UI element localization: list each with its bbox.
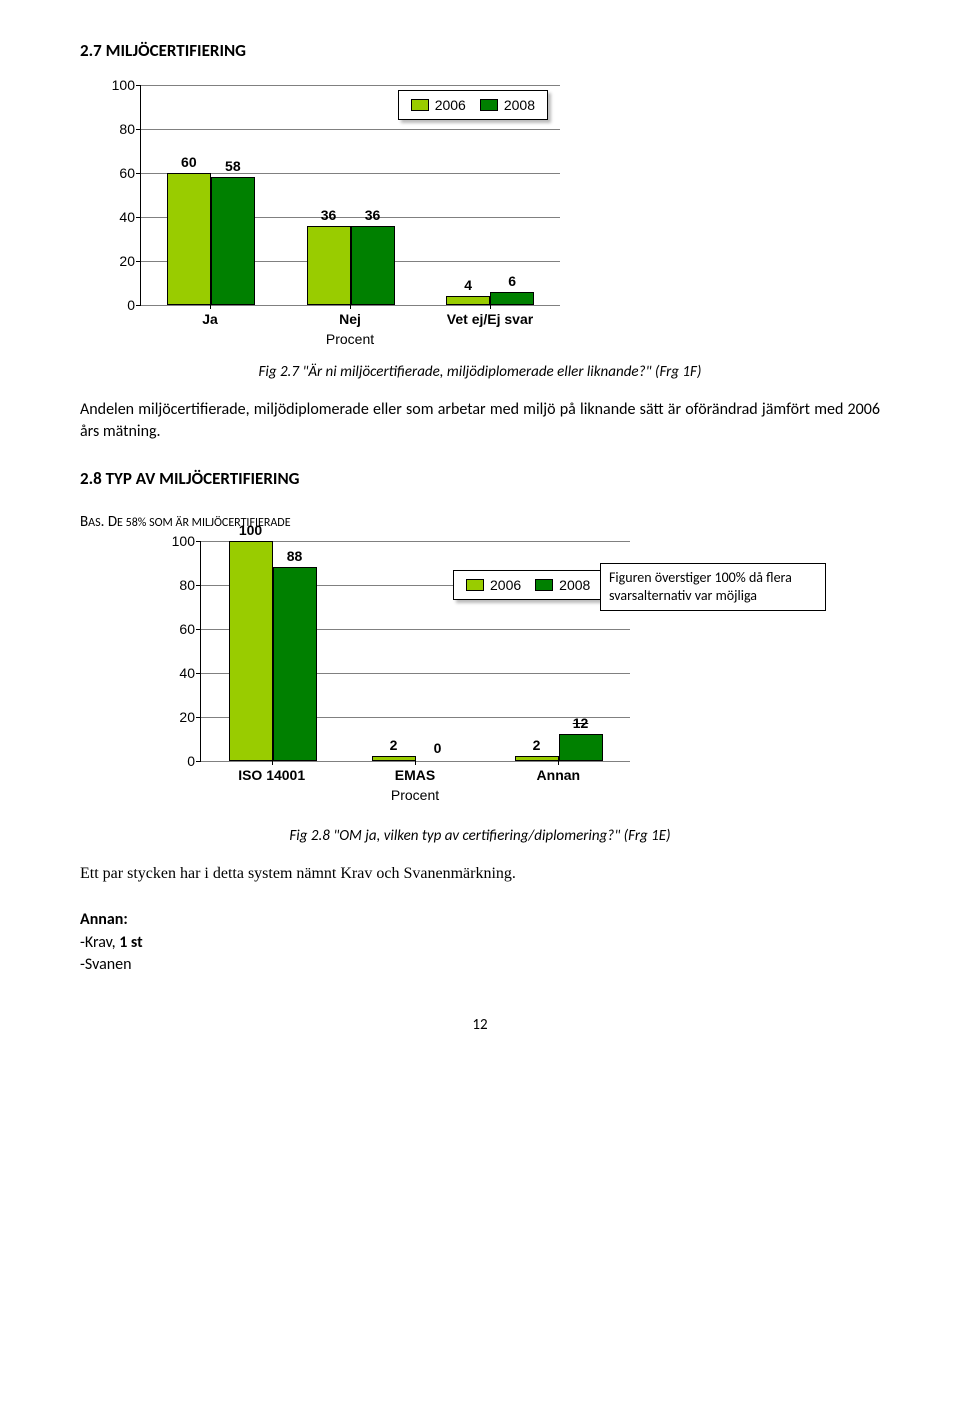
sub-rest: 58% SOM ÄR MILJÖCERTIFIERADE [123, 516, 291, 530]
x-tick-mark [210, 304, 211, 309]
section-2-8-subheading: BAS. DE 58% SOM ÄR MILJÖCERTIFIERADE [80, 513, 880, 531]
bar: 60 [167, 173, 211, 305]
x-tick-mark [350, 304, 351, 309]
x-tick-mark [272, 760, 273, 765]
bar: 12 [559, 734, 603, 760]
x-tick-label: Nej [280, 305, 420, 327]
bar: 6 [490, 292, 534, 305]
y-tick-label: 0 [163, 753, 195, 769]
bar: 36 [351, 226, 395, 305]
x-tick-label: EMAS [343, 761, 486, 783]
chart-2-7-container: 020406080100605836364620062008 JaNejVet … [140, 85, 560, 347]
x-tick-label: Annan [487, 761, 630, 783]
x-tick-label: Vet ej/Ej svar [420, 305, 560, 327]
bar-value-label: 36 [365, 207, 381, 223]
legend-item: 2006 [411, 97, 466, 113]
chart-legend: 2006 2008 [398, 90, 548, 120]
y-tick-label: 20 [163, 709, 195, 725]
bar-value-label: 2 [533, 737, 541, 753]
bar-value-label: 4 [464, 277, 472, 293]
bar-value-label: 2 [390, 737, 398, 753]
bar: 36 [307, 226, 351, 305]
paragraph-2-8: Ett par stycken har i detta system nämnt… [80, 863, 880, 885]
bar: 88 [273, 567, 317, 761]
legend-label: 2006 [435, 97, 466, 113]
chart-2-8: 020406080100100882021220062008 [200, 541, 630, 761]
legend-item: 2008 [480, 97, 535, 113]
annan-bold: 1 st [119, 933, 142, 952]
bar-value-label: 12 [573, 715, 589, 731]
x-tick-label: ISO 14001 [200, 761, 343, 783]
legend-label: 2006 [490, 577, 521, 593]
legend-swatch [466, 579, 484, 591]
x-tick-mark [415, 760, 416, 765]
caption-2-7: Fig 2.7 "Är ni miljöcertifierade, miljöd… [80, 363, 880, 381]
annan-label: Annan: [80, 909, 880, 931]
annan-item-1: -Svanen [80, 954, 880, 976]
bar-value-label: 6 [508, 273, 516, 289]
bar-value-label: 0 [434, 740, 442, 756]
legend-item: 2008 [535, 577, 590, 593]
y-tick-label: 0 [103, 297, 135, 313]
bar: 58 [211, 177, 255, 305]
bar-value-label: 100 [239, 522, 262, 538]
chart-2-8-container: 020406080100100882021220062008 ISO 14001… [200, 541, 630, 803]
y-tick-label: 100 [103, 77, 135, 93]
annan-block: Annan: -Krav, 1 st -Svanen [80, 909, 880, 976]
chart-2-7: 020406080100605836364620062008 [140, 85, 560, 305]
bar: 4 [446, 296, 490, 305]
chart-2-7-xlabels: JaNejVet ej/Ej svar [140, 305, 560, 327]
legend-label: 2008 [559, 577, 590, 593]
page-number: 12 [80, 1016, 880, 1034]
y-tick-label: 40 [163, 665, 195, 681]
chart-legend: 2006 2008 [453, 570, 603, 600]
bar-group: 6058 [141, 86, 281, 305]
bar-value-label: 36 [321, 207, 337, 223]
y-tick-label: 80 [163, 577, 195, 593]
chart-2-8-xlabels: ISO 14001EMASAnnan [200, 761, 630, 783]
bar: 100 [229, 541, 273, 761]
chart-2-8-note: Figuren överstiger 100% då flera svarsal… [600, 563, 826, 611]
legend-swatch [411, 99, 429, 111]
y-tick-label: 80 [103, 121, 135, 137]
legend-swatch [480, 99, 498, 111]
y-tick-label: 60 [163, 621, 195, 637]
legend-swatch [535, 579, 553, 591]
paragraph-2-7: Andelen miljöcertifierade, miljödiplomer… [80, 399, 880, 444]
y-tick-label: 20 [103, 253, 135, 269]
legend-label: 2008 [504, 97, 535, 113]
x-tick-mark [490, 304, 491, 309]
legend-item: 2006 [466, 577, 521, 593]
y-tick-label: 40 [103, 209, 135, 225]
chart-2-8-axis-title: Procent [200, 787, 630, 803]
caption-2-8: Fig 2.8 "OM ja, vilken typ av certifieri… [80, 827, 880, 845]
heading-rest: YP AV MILJÖCERTIFIERING [114, 468, 299, 489]
x-tick-label: Ja [140, 305, 280, 327]
heading-num: 2.8 T [80, 468, 114, 489]
sub-bas-rest: AS [88, 516, 100, 530]
sub-de: . D [101, 513, 117, 531]
x-tick-mark [558, 760, 559, 765]
bar-value-label: 60 [181, 154, 197, 170]
sub-bas: B [80, 513, 88, 531]
section-2-8-heading: 2.8 TYP AV MILJÖCERTIFIERING [80, 468, 880, 489]
heading-num: 2.7 M [80, 40, 120, 61]
annan-item-0: -Krav, 1 st [80, 932, 880, 954]
chart-2-7-axis-title: Procent [140, 331, 560, 347]
y-tick-label: 60 [103, 165, 135, 181]
bar-value-label: 58 [225, 158, 241, 174]
heading-rest: ILJÖCERTIFIERING [120, 40, 246, 61]
bar-value-label: 88 [287, 548, 303, 564]
section-2-7-heading: 2.7 MILJÖCERTIFIERING [80, 40, 880, 61]
bar-group: 10088 [201, 542, 344, 761]
y-tick-label: 100 [163, 533, 195, 549]
